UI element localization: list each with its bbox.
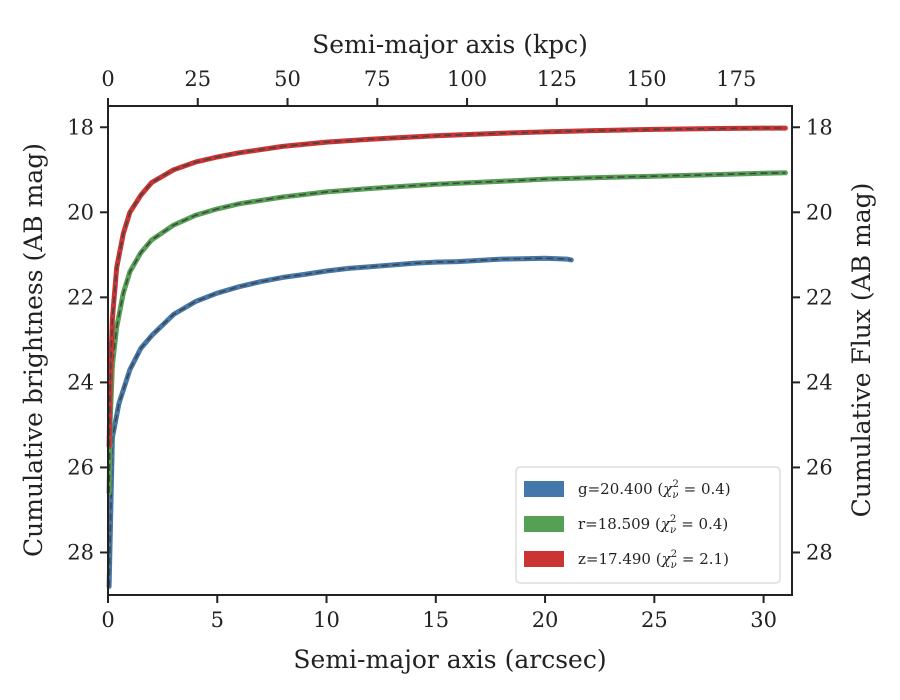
- legend-swatch: [524, 551, 564, 567]
- x-tick-label: 25: [641, 608, 668, 632]
- legend: g=20.400 (χν2 = 0.4) r=18.509 (χν2 = 0.4)…: [515, 466, 781, 584]
- y-tick-label: 24: [67, 370, 94, 394]
- y-tick-label: 22: [67, 285, 94, 309]
- series-line-0: [106, 255, 574, 589]
- legend-box: [515, 466, 781, 584]
- x-axis-title: Semi-major axis (arcsec): [293, 645, 606, 674]
- y-axis-title: Cumulative brightness (AB mag): [19, 143, 48, 557]
- model-fit-line-1: [108, 172, 786, 493]
- y-tick-label: 18: [67, 115, 94, 139]
- y-tick-label: 28: [67, 540, 94, 564]
- top-x-tick-label: 0: [101, 67, 114, 91]
- series-line-1: [106, 170, 788, 496]
- right-y-tick-label: 18: [806, 115, 833, 139]
- top-x-tick-label: 150: [627, 67, 667, 91]
- top-x-tick-label: 175: [716, 67, 756, 91]
- top-x-tick-label: 75: [364, 67, 391, 91]
- legend-swatch: [524, 481, 564, 497]
- legend-label: r=18.509 (χν2 = 0.4): [578, 514, 728, 536]
- model-fit-line-0: [108, 257, 572, 587]
- right-y-tick-label: 22: [806, 285, 833, 309]
- legend-label: z=17.490 (χν2 = 2.1): [578, 549, 729, 571]
- top-x-tick-label: 125: [537, 67, 577, 91]
- x-tick-label: 20: [532, 608, 559, 632]
- top-x-tick-label: 50: [274, 67, 301, 91]
- x-tick-label: 30: [750, 608, 777, 632]
- legend-label: g=20.400 (χν2 = 0.4): [578, 479, 731, 501]
- x-tick-label: 5: [211, 608, 224, 632]
- right-y-tick-label: 24: [806, 370, 833, 394]
- plot-frame: [107, 105, 793, 596]
- x-tick-label: 0: [101, 608, 114, 632]
- top-x-tick-label: 100: [447, 67, 487, 91]
- x-tick-label: 15: [422, 608, 449, 632]
- x-tick-label: 10: [313, 608, 340, 632]
- right-y-tick-label: 28: [806, 540, 833, 564]
- axes-layer: 0 5 10 15 20 25 30 0 25 50 75 100 125 150 175 18 18 20 20 2…: [67, 67, 832, 632]
- model-fit-line-2: [108, 127, 786, 447]
- right-y-tick-label: 20: [806, 200, 833, 224]
- right-y-axis-title: Cumulative Flux (AB mag): [847, 183, 876, 518]
- top-x-tick-label: 25: [184, 67, 211, 91]
- y-tick-label: 20: [67, 200, 94, 224]
- legend-swatch: [524, 516, 564, 532]
- right-y-tick-label: 26: [806, 455, 833, 479]
- series-layer: [106, 125, 788, 589]
- y-tick-label: 26: [67, 455, 94, 479]
- top-x-axis-title: Semi-major axis (kpc): [312, 30, 588, 59]
